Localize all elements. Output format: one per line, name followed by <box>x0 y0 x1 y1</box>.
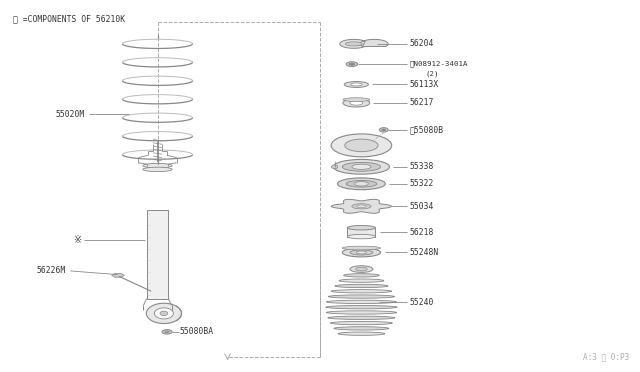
Ellipse shape <box>342 248 381 257</box>
Ellipse shape <box>332 165 338 169</box>
Ellipse shape <box>331 134 392 157</box>
Ellipse shape <box>345 139 378 152</box>
Ellipse shape <box>348 225 376 230</box>
Text: ※N08912-3401A: ※N08912-3401A <box>409 61 468 67</box>
Ellipse shape <box>326 300 396 304</box>
Ellipse shape <box>339 279 384 282</box>
Text: ※55080B: ※55080B <box>409 125 444 134</box>
Ellipse shape <box>143 167 172 171</box>
Ellipse shape <box>326 305 397 309</box>
Ellipse shape <box>351 83 362 86</box>
Text: 55240: 55240 <box>409 298 433 307</box>
Polygon shape <box>340 39 388 48</box>
Ellipse shape <box>349 63 355 65</box>
Text: 55020M: 55020M <box>56 109 85 119</box>
Ellipse shape <box>352 164 371 169</box>
Ellipse shape <box>147 303 181 324</box>
Ellipse shape <box>143 163 172 168</box>
Text: 55034: 55034 <box>409 202 433 211</box>
Text: 55248N: 55248N <box>409 248 438 257</box>
Ellipse shape <box>344 274 380 277</box>
Ellipse shape <box>346 42 362 46</box>
Ellipse shape <box>346 62 358 67</box>
Ellipse shape <box>326 311 397 314</box>
Ellipse shape <box>350 101 363 105</box>
Text: (2): (2) <box>426 70 439 77</box>
Ellipse shape <box>344 81 369 87</box>
Text: 56204: 56204 <box>409 39 433 48</box>
Ellipse shape <box>346 180 377 187</box>
Ellipse shape <box>342 162 381 171</box>
Ellipse shape <box>352 204 371 209</box>
Text: ※ =COMPONENTS OF 56210K: ※ =COMPONENTS OF 56210K <box>13 14 125 23</box>
Ellipse shape <box>335 284 388 288</box>
Ellipse shape <box>160 311 168 315</box>
Ellipse shape <box>333 160 390 174</box>
Ellipse shape <box>334 327 389 330</box>
Text: ※: ※ <box>73 234 81 244</box>
Ellipse shape <box>382 129 386 131</box>
Ellipse shape <box>348 234 376 239</box>
Text: 55322: 55322 <box>409 179 433 188</box>
Ellipse shape <box>165 331 170 333</box>
Ellipse shape <box>355 182 369 186</box>
Text: 56113X: 56113X <box>409 80 438 89</box>
Ellipse shape <box>154 308 173 319</box>
Ellipse shape <box>338 332 385 335</box>
Ellipse shape <box>356 267 367 271</box>
Ellipse shape <box>330 321 392 325</box>
Text: 56217: 56217 <box>409 99 433 108</box>
Ellipse shape <box>328 316 395 320</box>
Ellipse shape <box>343 99 370 107</box>
Text: 56218: 56218 <box>409 228 433 237</box>
Polygon shape <box>111 273 124 277</box>
Ellipse shape <box>342 246 381 250</box>
Ellipse shape <box>356 205 366 208</box>
Text: A:3 ※ 0:P3: A:3 ※ 0:P3 <box>583 352 629 361</box>
Bar <box>348 228 376 237</box>
Text: 55080BA: 55080BA <box>180 327 214 336</box>
Ellipse shape <box>162 330 172 334</box>
Text: 55338: 55338 <box>409 162 433 171</box>
Ellipse shape <box>356 251 367 254</box>
Ellipse shape <box>350 266 373 272</box>
Text: 56226M: 56226M <box>36 266 66 275</box>
Ellipse shape <box>350 250 373 255</box>
Polygon shape <box>332 199 392 213</box>
Ellipse shape <box>380 128 388 132</box>
Ellipse shape <box>337 178 385 190</box>
Ellipse shape <box>328 295 394 298</box>
Bar <box>147 210 168 299</box>
Ellipse shape <box>343 98 370 102</box>
Ellipse shape <box>331 289 392 293</box>
